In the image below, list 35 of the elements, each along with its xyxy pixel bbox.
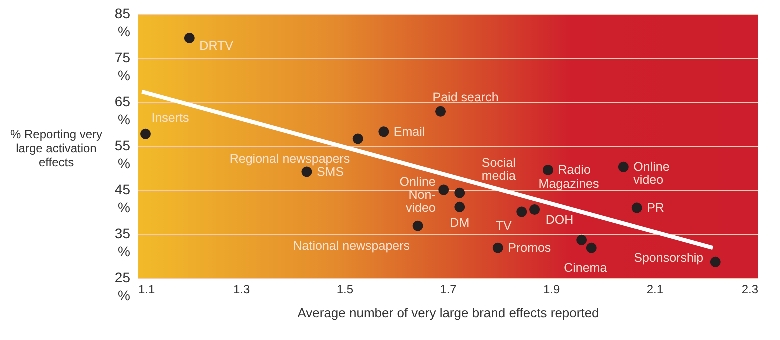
annotation: Sponsorship — [634, 251, 704, 266]
y-tick-label: 55 % — [114, 138, 131, 172]
y-tick-label: 85 % — [114, 6, 131, 40]
y-axis-title: % Reporting very large activation effects — [10, 128, 103, 170]
annotation: Paid search — [432, 90, 499, 105]
y-tick-label: 45 % — [114, 182, 131, 216]
annotation: Promos — [508, 241, 552, 256]
annotation: Inserts — [152, 111, 190, 126]
annotation: Magazines — [538, 176, 600, 191]
annotation: DRTV — [200, 39, 234, 54]
x-tick-label: 1.1 — [138, 282, 156, 296]
x-tick-label: 1.3 — [233, 282, 250, 296]
y-tick-label: 35 % — [114, 226, 131, 260]
annotation: Online Non- video — [400, 175, 436, 215]
annotation: Cinema — [564, 261, 608, 276]
annotation: Regional newspapers — [230, 152, 350, 166]
annotation: National newspapers — [293, 239, 410, 254]
x-tick-label: 1.5 — [336, 282, 354, 296]
annotation: TV — [496, 219, 513, 233]
x-axis-title: Average number of very large brand effects reported — [298, 306, 600, 320]
x-tick-label: 1.9 — [543, 282, 560, 296]
x-tick-label: 1.7 — [440, 282, 458, 296]
annotation: PR — [647, 201, 664, 216]
annotation: Social media — [482, 156, 516, 184]
y-tick-label: 25 % — [114, 270, 131, 304]
x-tick-label: 2.1 — [646, 282, 664, 296]
y-tick-label: 65 % — [114, 94, 131, 128]
annotation: Online video — [634, 160, 670, 188]
x-tick-label: 2.3 — [742, 282, 759, 296]
annotation: SMS — [316, 164, 344, 179]
y-tick-label: 75 % — [114, 50, 131, 84]
annotation: DM — [450, 216, 470, 230]
annotation: DOH — [546, 213, 574, 228]
annotation: Email — [394, 124, 426, 139]
annotation: Radio — [558, 163, 591, 178]
